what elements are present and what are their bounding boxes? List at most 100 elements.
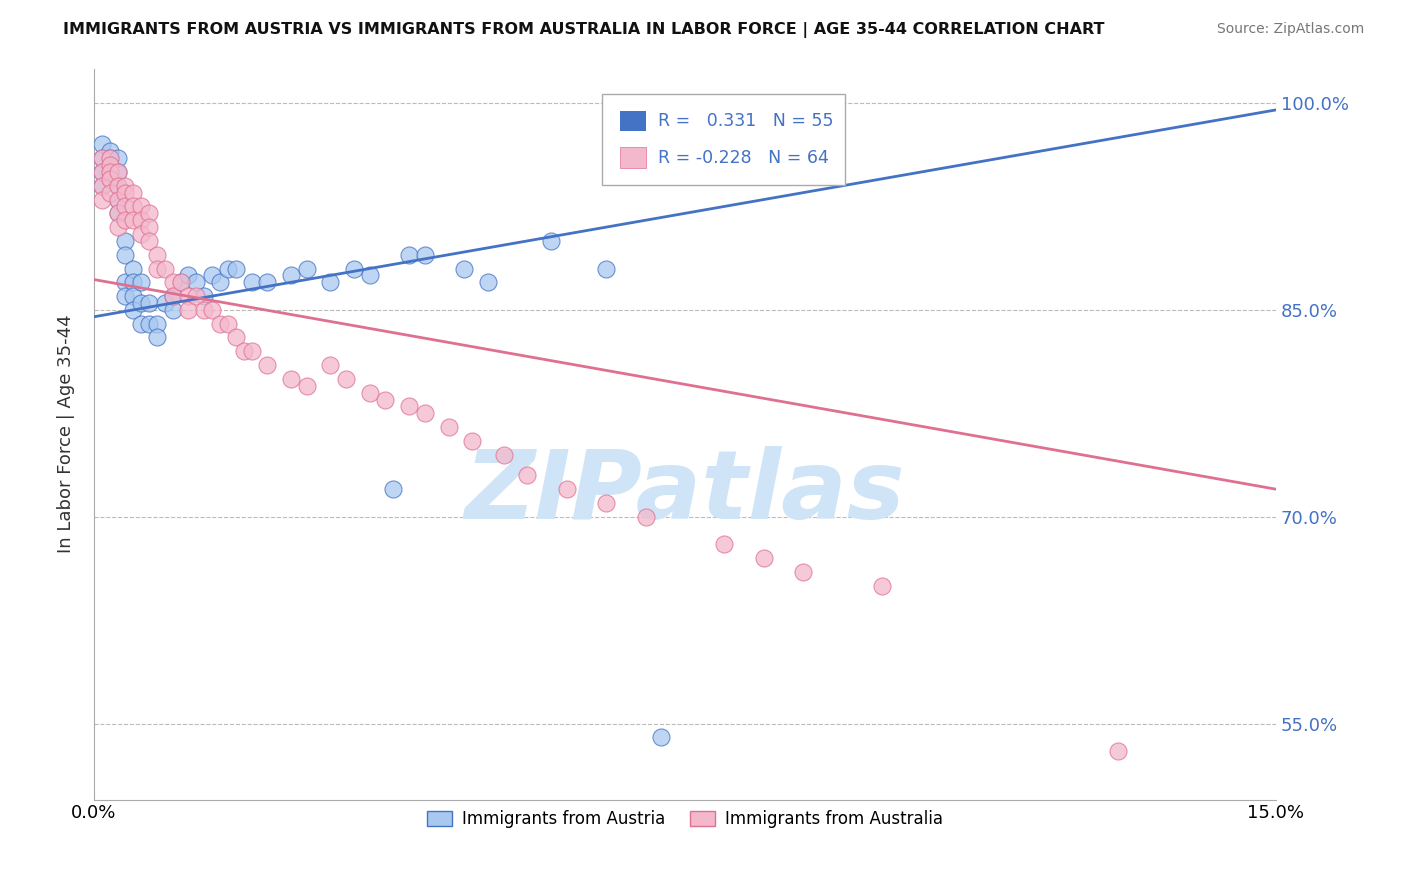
Point [122,302,145,317]
Point [90,165,112,179]
Point [256,358,278,372]
Point [90,178,112,193]
Point [461,434,484,448]
Point [107,165,129,179]
Point [193,302,215,317]
Point [129,317,152,331]
Point [114,234,136,248]
Point [177,302,200,317]
Point [516,468,538,483]
Point [413,248,436,262]
Point [232,344,254,359]
Point [208,317,231,331]
Point [122,289,145,303]
Point [98,158,121,172]
Point [193,289,215,303]
Point [107,178,129,193]
Point [437,420,460,434]
Text: ZIPatlas: ZIPatlas [464,446,905,539]
Point [295,378,318,392]
Point [90,151,112,165]
Point [177,289,200,303]
Point [492,448,515,462]
Point [138,234,160,248]
Point [595,496,617,510]
Point [114,275,136,289]
Point [382,482,405,496]
Point [146,317,169,331]
Point [138,317,160,331]
Point [153,261,176,276]
Point [477,275,499,289]
Point [540,234,562,248]
Point [122,275,145,289]
Point [792,565,814,579]
Point [343,261,366,276]
Point [129,213,152,227]
Point [90,193,112,207]
Point [122,261,145,276]
Point [98,145,121,159]
Point [107,193,129,207]
Point [870,579,893,593]
Point [169,275,191,289]
Point [186,289,208,303]
Point [114,248,136,262]
Point [98,165,121,179]
Point [107,220,129,235]
Point [208,275,231,289]
Point [107,206,129,220]
Point [107,178,129,193]
Point [225,330,247,344]
Point [114,289,136,303]
Point [201,268,224,283]
Point [398,248,420,262]
FancyBboxPatch shape [620,111,645,131]
Point [650,731,672,745]
Point [359,268,381,283]
Point [162,275,184,289]
Legend: Immigrants from Austria, Immigrants from Australia: Immigrants from Austria, Immigrants from… [420,804,949,835]
Text: Source: ZipAtlas.com: Source: ZipAtlas.com [1216,22,1364,37]
Point [280,372,302,386]
Point [129,275,152,289]
Point [138,296,160,310]
Point [129,227,152,241]
Point [162,289,184,303]
Y-axis label: In Labor Force | Age 35-44: In Labor Force | Age 35-44 [58,315,75,553]
Point [240,275,263,289]
Point [153,296,176,310]
Point [98,172,121,186]
Point [98,158,121,172]
Point [122,186,145,200]
Point [98,172,121,186]
Point [107,165,129,179]
Point [752,551,775,566]
Point [186,275,208,289]
Point [319,358,342,372]
Point [98,165,121,179]
Point [359,385,381,400]
Point [90,165,112,179]
Point [90,137,112,152]
Point [90,178,112,193]
Point [162,289,184,303]
Point [413,406,436,420]
Point [319,275,342,289]
Point [107,193,129,207]
Point [98,151,121,165]
Point [122,199,145,213]
Point [98,186,121,200]
Point [713,537,735,551]
Point [129,296,152,310]
FancyBboxPatch shape [620,147,645,168]
Point [146,330,169,344]
Point [634,509,657,524]
Point [280,268,302,283]
Point [138,220,160,235]
Point [1107,744,1129,758]
Point [201,302,224,317]
Text: R =   0.331   N = 55: R = 0.331 N = 55 [658,112,834,130]
Point [138,206,160,220]
Point [555,482,578,496]
